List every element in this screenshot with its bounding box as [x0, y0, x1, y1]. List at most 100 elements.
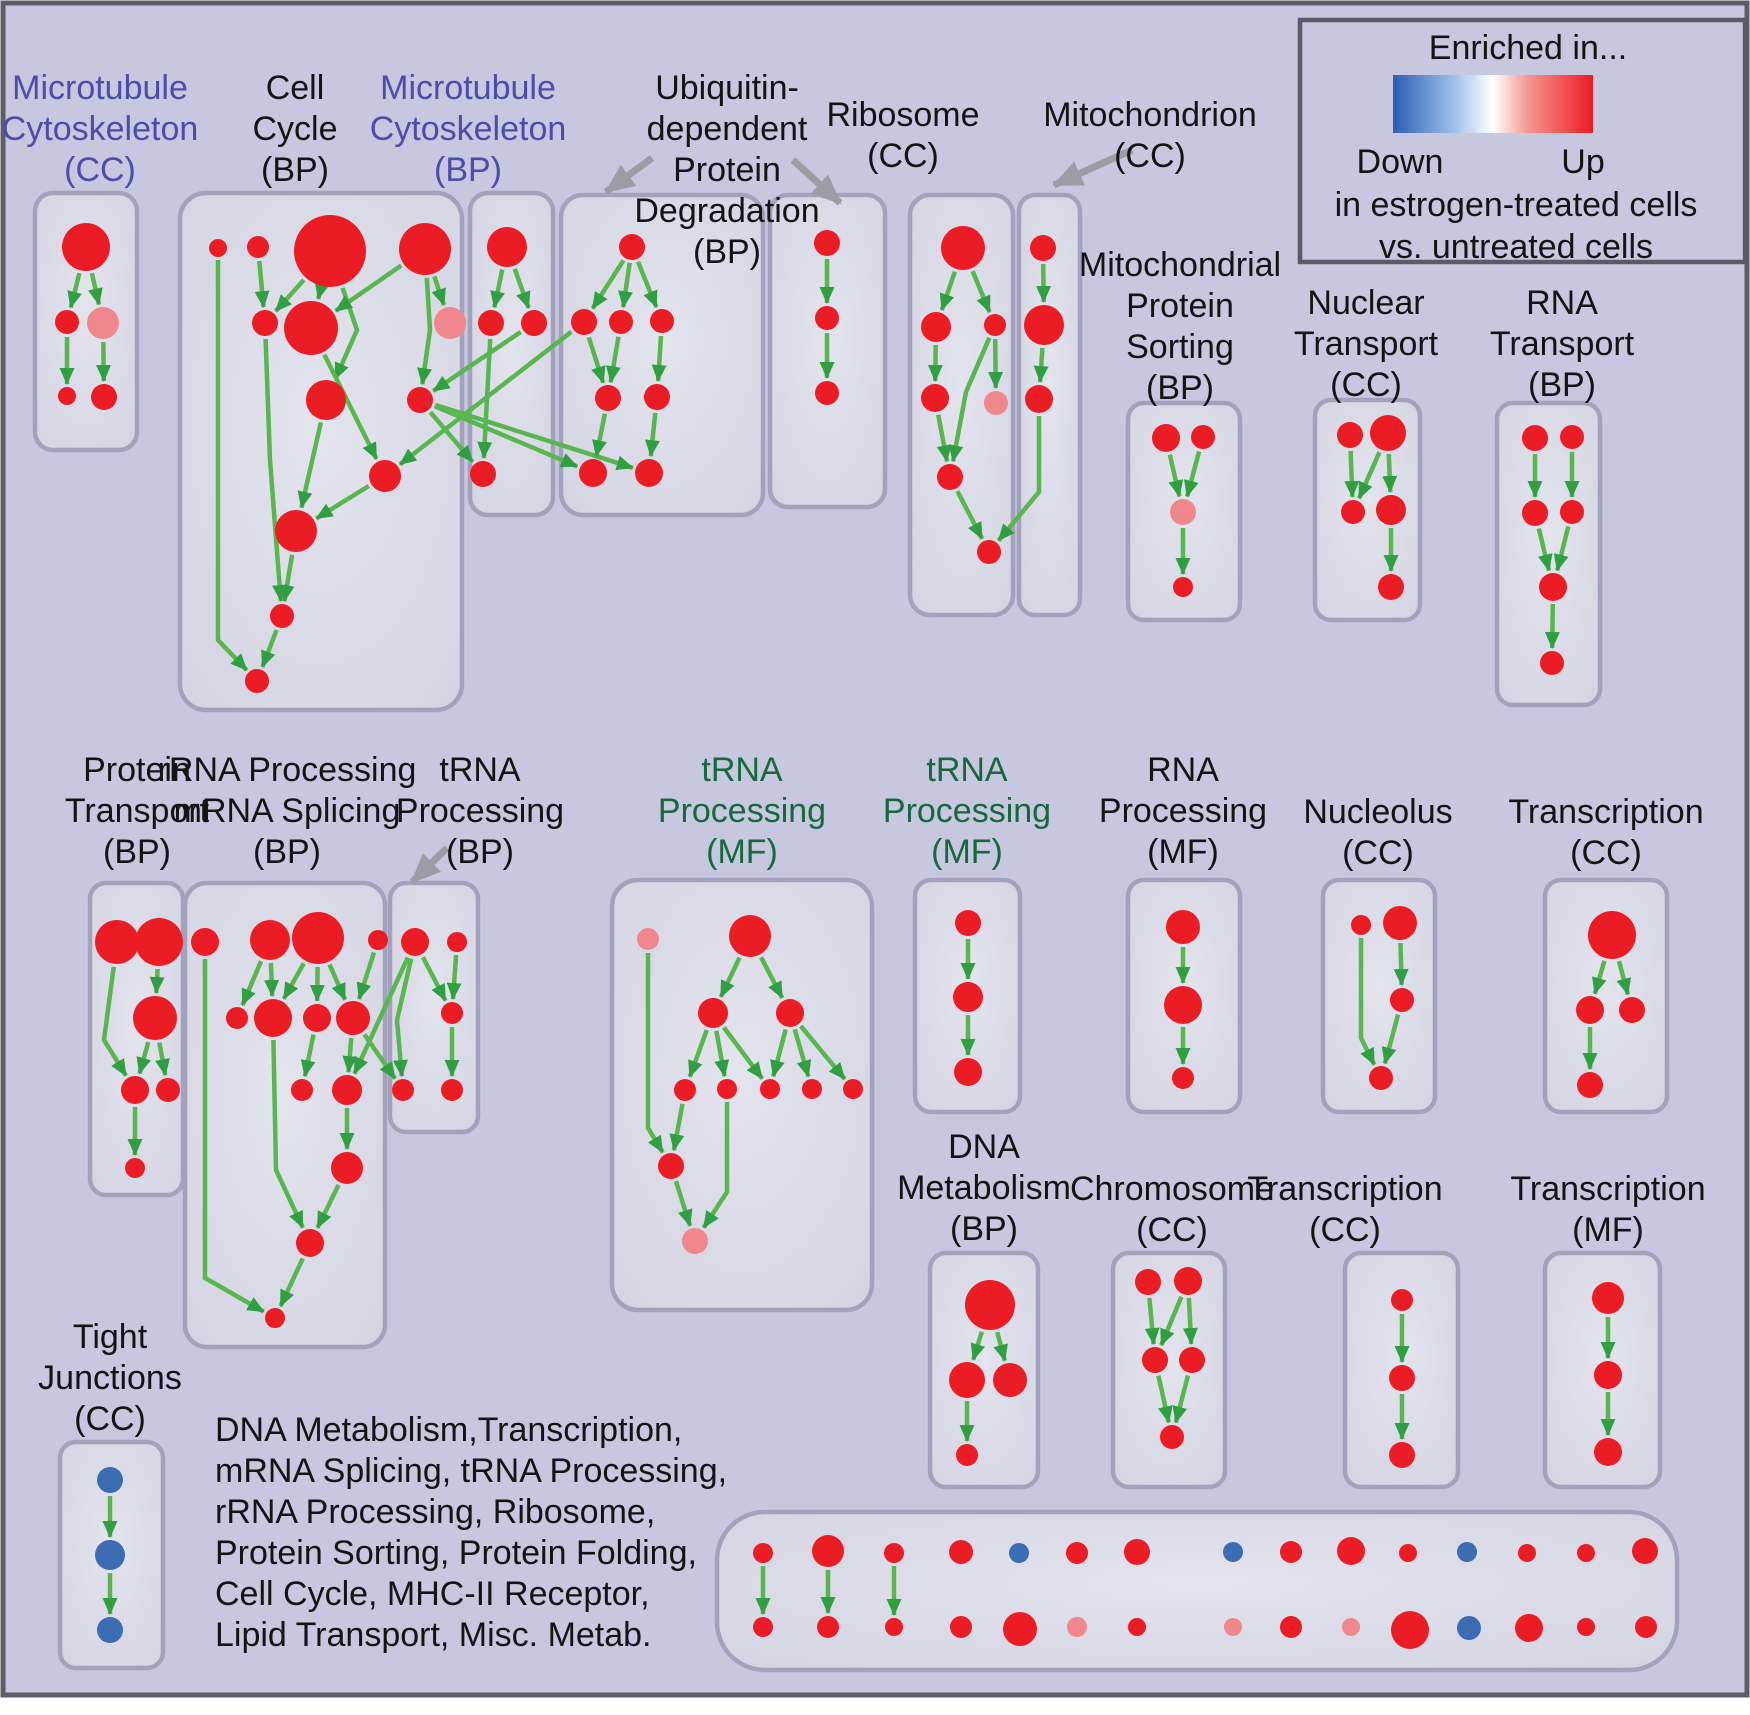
node-nt3	[1341, 500, 1365, 524]
node-f2	[1594, 1361, 1622, 1389]
edge-u1-q10	[352, 956, 410, 1075]
node-nt2	[1370, 415, 1406, 451]
edge-v1-v10	[645, 953, 665, 1154]
edge-y2-y3	[1393, 942, 1409, 986]
node-e3	[1389, 1442, 1415, 1468]
node-bb4	[950, 1616, 972, 1638]
node-bt13	[1518, 1544, 1536, 1562]
node-v5	[674, 1079, 696, 1101]
edge-p1-p4	[101, 966, 128, 1077]
node-x2	[1164, 986, 1202, 1024]
microtubule-cc-box	[32, 190, 140, 453]
node-ua	[571, 309, 597, 335]
edge-v6-v11	[701, 1102, 730, 1229]
edge-cc12-cc13	[260, 629, 279, 668]
node-q2	[250, 920, 290, 960]
node-v6	[717, 1079, 737, 1099]
node-vt3	[815, 381, 839, 405]
node-ubm	[609, 310, 633, 334]
bottom-box	[714, 1509, 1680, 1673]
edge-s2-s3	[1183, 450, 1202, 498]
edge-v4-v8	[792, 1028, 812, 1078]
edge-p2-p3	[149, 968, 165, 994]
node-y4	[1369, 1066, 1393, 1090]
node-cc7	[434, 307, 466, 339]
node-d4	[956, 1444, 978, 1466]
node-c1	[1135, 1269, 1161, 1295]
edge-cc8-uf	[433, 404, 579, 469]
edge-v4-v9	[799, 1024, 847, 1081]
node-v10	[658, 1153, 684, 1179]
edge-v3-v5	[687, 1029, 709, 1078]
edge-ua-ud	[586, 336, 606, 384]
node-d3	[993, 1363, 1027, 1397]
node-s1	[1152, 424, 1180, 452]
edge-b3-cc8	[432, 330, 522, 393]
edge-nt1-nt3	[1344, 450, 1360, 498]
node-cc11	[275, 510, 317, 552]
edge-u2-u3	[446, 954, 462, 1000]
node-w1	[955, 910, 981, 936]
node-r3	[984, 314, 1006, 336]
edge-q7-q9	[300, 1034, 316, 1078]
node-bb8	[1224, 1618, 1242, 1636]
node-u5	[441, 1079, 463, 1101]
edge-r1-r3	[970, 270, 992, 314]
node-bt4	[949, 1540, 973, 1564]
node-q13	[265, 1308, 285, 1328]
edge-rt3-rt5	[1536, 527, 1553, 572]
node-bt12	[1457, 1542, 1477, 1562]
node-a4	[58, 387, 76, 405]
node-d1	[965, 1280, 1015, 1330]
edge-rt4-rt5	[1553, 525, 1571, 572]
node-bt15	[1632, 1538, 1658, 1564]
node-bt6	[1066, 1542, 1088, 1564]
node-d2	[949, 1362, 985, 1398]
edge-cc3-cc5	[274, 278, 306, 313]
node-bt9	[1280, 1541, 1302, 1563]
node-e1	[1391, 1289, 1413, 1311]
edge-v10-v11	[673, 1180, 693, 1227]
edge-q3-q6	[281, 962, 306, 1000]
edge-v4-v7	[770, 1028, 788, 1078]
node-bb9	[1280, 1616, 1302, 1638]
transcription-cc-top-box	[1542, 877, 1670, 1115]
node-f1	[1592, 1282, 1624, 1314]
edge-y3-y4	[1381, 1013, 1401, 1065]
edge-ut-uc	[635, 260, 659, 309]
node-bt10	[1337, 1537, 1365, 1565]
node-x1	[1166, 910, 1200, 944]
node-cc10	[369, 460, 401, 492]
edge-m1-m2	[1035, 263, 1051, 303]
node-y2	[1383, 906, 1417, 940]
edge-cc4-cc6	[334, 263, 403, 313]
node-bb15	[1635, 1616, 1657, 1638]
node-u4	[392, 1079, 414, 1101]
node-v11	[682, 1228, 708, 1254]
edge-z1-z3	[1616, 960, 1632, 996]
legend-gradient-bar	[1393, 75, 1593, 133]
node-nt4	[1376, 495, 1406, 525]
node-rt4	[1560, 500, 1584, 524]
node-p1	[95, 920, 139, 964]
edge-q6-q12	[271, 1039, 305, 1229]
edge-cc9-cc11	[297, 421, 324, 509]
node-m1	[1030, 235, 1056, 261]
node-ud	[595, 385, 621, 411]
edge-u1-u3	[420, 956, 448, 1002]
node-b1	[487, 227, 527, 267]
node-v4	[776, 999, 804, 1027]
node-q11	[331, 1152, 363, 1184]
node-v8	[802, 1079, 822, 1099]
node-rt3	[1522, 500, 1548, 526]
node-cc13	[245, 669, 269, 693]
node-q7	[303, 1004, 331, 1032]
node-tj2	[95, 1540, 125, 1570]
node-bb10	[1342, 1618, 1360, 1636]
edge-b2-b4	[477, 338, 493, 459]
node-cc9	[306, 380, 346, 420]
node-bb1	[753, 1617, 773, 1637]
node-m2	[1024, 305, 1064, 345]
